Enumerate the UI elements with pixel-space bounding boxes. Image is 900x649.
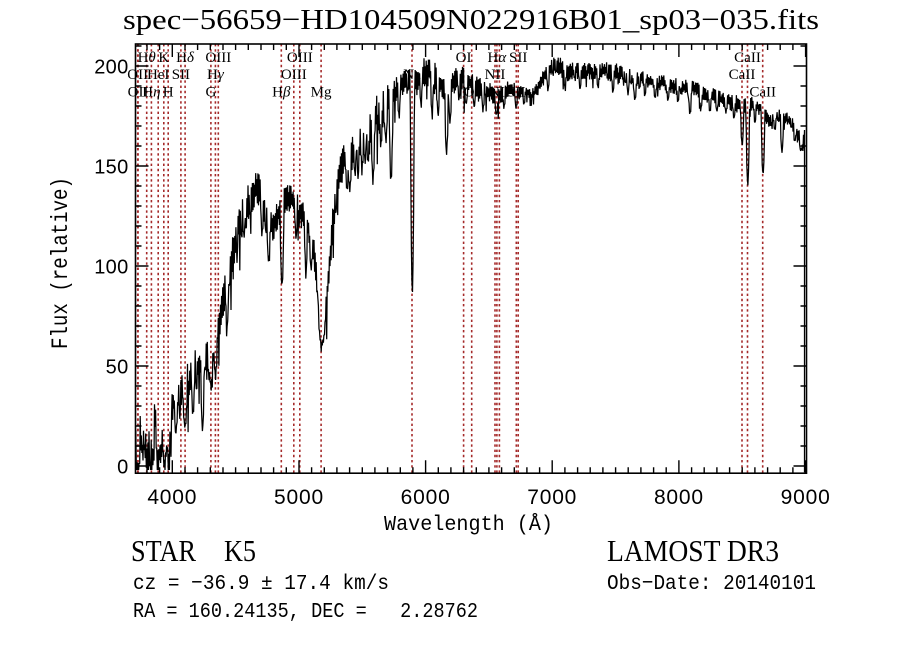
svg-text:STAR: STAR [131,533,196,568]
svg-text:Hη: Hη [142,85,160,101]
svg-text:Hβ: Hβ [272,85,291,101]
svg-text:K: K [158,50,169,66]
svg-text:LAMOST DR3: LAMOST DR3 [607,533,779,568]
svg-text:4000: 4000 [147,486,197,509]
svg-text:NII: NII [485,67,506,83]
svg-text:5000: 5000 [274,486,324,509]
svg-text:Na: Na [403,67,421,83]
svg-text:200: 200 [94,57,128,79]
svg-text:7000: 7000 [527,486,577,509]
svg-text:OIII: OIII [205,50,231,66]
svg-text:Hθ: Hθ [138,50,157,66]
svg-text:6000: 6000 [401,486,451,509]
svg-text:spec−56659−HD104509N022916B01_: spec−56659−HD104509N022916B01_sp03−035.f… [123,4,819,36]
svg-text:Hδ: Hδ [176,50,195,66]
svg-text:9000: 9000 [781,486,831,509]
svg-text:OII: OII [128,85,149,101]
svg-text:8000: 8000 [654,486,704,509]
svg-text:SII: SII [507,85,525,101]
svg-text:cz = −36.9 ± 17.4 km/s: cz = −36.9 ± 17.4 km/s [133,572,389,596]
svg-text:OIII: OIII [281,67,307,83]
svg-text:OIII: OIII [287,50,313,66]
svg-text:RA = 160.24135, DEC = 2.2876: RA = 160.24135, DEC = 2.28762 [133,600,478,624]
svg-text:Hγ: Hγ [207,67,225,83]
svg-text:150: 150 [94,157,128,179]
svg-text:HeI: HeI [147,67,170,83]
svg-text:OI: OI [456,50,472,66]
svg-text:SII: SII [172,67,190,83]
svg-text:G: G [205,85,216,101]
svg-text:H: H [163,85,174,101]
svg-text:OII: OII [127,67,148,83]
svg-text:Obs−Date: 20140101: Obs−Date: 20140101 [607,572,816,596]
svg-text:CaII: CaII [749,85,776,101]
svg-text:OI: OI [464,85,480,101]
svg-text:K5: K5 [224,533,256,568]
svg-text:50: 50 [106,357,129,379]
svg-text:Mg: Mg [311,85,332,101]
svg-text:Flux (relative): Flux (relative) [48,177,74,349]
svg-text:100: 100 [94,257,128,279]
svg-text:Wavelength (Å): Wavelength (Å) [384,514,553,537]
svg-text:0: 0 [117,457,128,479]
svg-text:Hα: Hα [488,50,508,66]
svg-text:SII: SII [509,50,527,66]
svg-text:CaII: CaII [729,67,756,83]
svg-text:CaII: CaII [734,50,761,66]
svg-text:NII: NII [489,85,510,101]
